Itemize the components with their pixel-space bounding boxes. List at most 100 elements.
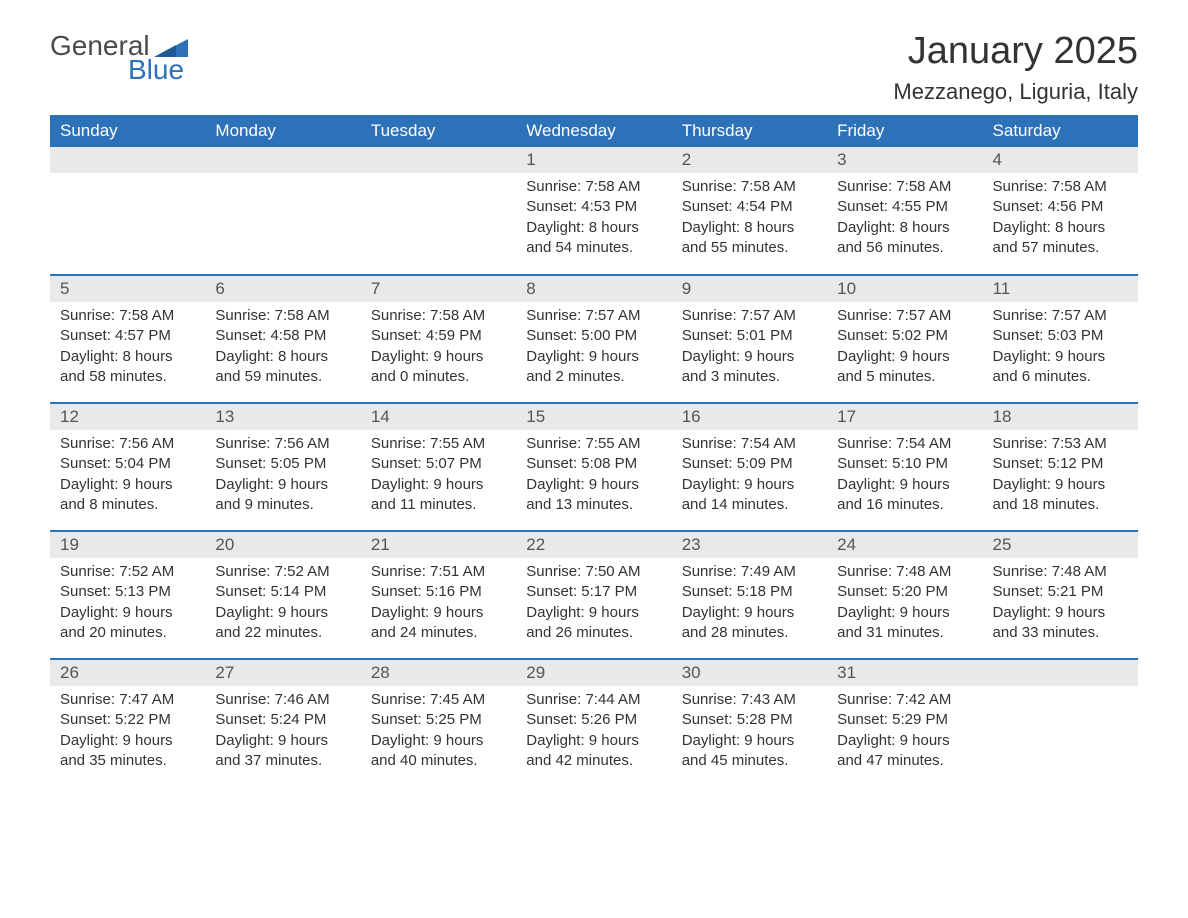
day-details: Sunrise: 7:57 AMSunset: 5:02 PMDaylight:… <box>827 302 982 395</box>
calendar-day-cell: 11Sunrise: 7:57 AMSunset: 5:03 PMDayligh… <box>983 275 1138 403</box>
day-details: Sunrise: 7:55 AMSunset: 5:08 PMDaylight:… <box>516 430 671 523</box>
calendar-day-cell: 27Sunrise: 7:46 AMSunset: 5:24 PMDayligh… <box>205 659 360 787</box>
calendar-day-cell: 2Sunrise: 7:58 AMSunset: 4:54 PMDaylight… <box>672 147 827 275</box>
calendar-day-cell: 10Sunrise: 7:57 AMSunset: 5:02 PMDayligh… <box>827 275 982 403</box>
calendar-day-cell: 23Sunrise: 7:49 AMSunset: 5:18 PMDayligh… <box>672 531 827 659</box>
day-details: Sunrise: 7:42 AMSunset: 5:29 PMDaylight:… <box>827 686 982 779</box>
day-details: Sunrise: 7:58 AMSunset: 4:53 PMDaylight:… <box>516 173 671 266</box>
calendar-day-cell: 6Sunrise: 7:58 AMSunset: 4:58 PMDaylight… <box>205 275 360 403</box>
weekday-header: Wednesday <box>516 115 671 147</box>
logo-text-blue: Blue <box>128 54 184 86</box>
day-details: Sunrise: 7:58 AMSunset: 4:57 PMDaylight:… <box>50 302 205 395</box>
calendar-day-cell: 30Sunrise: 7:43 AMSunset: 5:28 PMDayligh… <box>672 659 827 787</box>
weekday-header: Friday <box>827 115 982 147</box>
location: Mezzanego, Liguria, Italy <box>893 79 1138 105</box>
calendar-week-row: 26Sunrise: 7:47 AMSunset: 5:22 PMDayligh… <box>50 659 1138 787</box>
day-number: 6 <box>205 276 360 302</box>
day-details: Sunrise: 7:53 AMSunset: 5:12 PMDaylight:… <box>983 430 1138 523</box>
month-title: January 2025 <box>893 30 1138 73</box>
day-details: Sunrise: 7:48 AMSunset: 5:20 PMDaylight:… <box>827 558 982 651</box>
calendar-day-cell: 14Sunrise: 7:55 AMSunset: 5:07 PMDayligh… <box>361 403 516 531</box>
day-details: Sunrise: 7:58 AMSunset: 4:56 PMDaylight:… <box>983 173 1138 266</box>
calendar-day-cell: 1Sunrise: 7:58 AMSunset: 4:53 PMDaylight… <box>516 147 671 275</box>
day-number: 28 <box>361 660 516 686</box>
day-number: 12 <box>50 404 205 430</box>
day-number <box>361 147 516 173</box>
calendar-week-row: 12Sunrise: 7:56 AMSunset: 5:04 PMDayligh… <box>50 403 1138 531</box>
weekday-header: Tuesday <box>361 115 516 147</box>
day-number: 31 <box>827 660 982 686</box>
day-details: Sunrise: 7:43 AMSunset: 5:28 PMDaylight:… <box>672 686 827 779</box>
day-number: 1 <box>516 147 671 173</box>
calendar-day-cell: 29Sunrise: 7:44 AMSunset: 5:26 PMDayligh… <box>516 659 671 787</box>
day-number: 3 <box>827 147 982 173</box>
day-number: 13 <box>205 404 360 430</box>
calendar-head: SundayMondayTuesdayWednesdayThursdayFrid… <box>50 115 1138 147</box>
day-details: Sunrise: 7:57 AMSunset: 5:00 PMDaylight:… <box>516 302 671 395</box>
header: General Blue January 2025 Mezzanego, Lig… <box>50 30 1138 105</box>
calendar-day-cell: 13Sunrise: 7:56 AMSunset: 5:05 PMDayligh… <box>205 403 360 531</box>
calendar-week-row: 1Sunrise: 7:58 AMSunset: 4:53 PMDaylight… <box>50 147 1138 275</box>
calendar-day-cell: 22Sunrise: 7:50 AMSunset: 5:17 PMDayligh… <box>516 531 671 659</box>
day-details: Sunrise: 7:58 AMSunset: 4:55 PMDaylight:… <box>827 173 982 266</box>
day-number: 20 <box>205 532 360 558</box>
logo: General Blue <box>50 30 188 86</box>
day-details: Sunrise: 7:57 AMSunset: 5:03 PMDaylight:… <box>983 302 1138 395</box>
day-number: 5 <box>50 276 205 302</box>
calendar-day-cell <box>50 147 205 275</box>
day-number: 24 <box>827 532 982 558</box>
day-number: 8 <box>516 276 671 302</box>
day-number: 19 <box>50 532 205 558</box>
day-details: Sunrise: 7:52 AMSunset: 5:13 PMDaylight:… <box>50 558 205 651</box>
day-number: 21 <box>361 532 516 558</box>
calendar-day-cell: 20Sunrise: 7:52 AMSunset: 5:14 PMDayligh… <box>205 531 360 659</box>
day-details: Sunrise: 7:57 AMSunset: 5:01 PMDaylight:… <box>672 302 827 395</box>
calendar-day-cell: 28Sunrise: 7:45 AMSunset: 5:25 PMDayligh… <box>361 659 516 787</box>
calendar-day-cell: 31Sunrise: 7:42 AMSunset: 5:29 PMDayligh… <box>827 659 982 787</box>
day-details: Sunrise: 7:46 AMSunset: 5:24 PMDaylight:… <box>205 686 360 779</box>
calendar-day-cell: 16Sunrise: 7:54 AMSunset: 5:09 PMDayligh… <box>672 403 827 531</box>
day-number <box>50 147 205 173</box>
day-number: 29 <box>516 660 671 686</box>
calendar-day-cell <box>361 147 516 275</box>
day-number <box>205 147 360 173</box>
day-details: Sunrise: 7:58 AMSunset: 4:59 PMDaylight:… <box>361 302 516 395</box>
day-number: 26 <box>50 660 205 686</box>
day-number: 16 <box>672 404 827 430</box>
calendar-body: 1Sunrise: 7:58 AMSunset: 4:53 PMDaylight… <box>50 147 1138 787</box>
day-number: 2 <box>672 147 827 173</box>
title-block: January 2025 Mezzanego, Liguria, Italy <box>893 30 1138 105</box>
day-details: Sunrise: 7:47 AMSunset: 5:22 PMDaylight:… <box>50 686 205 779</box>
day-number: 30 <box>672 660 827 686</box>
calendar-day-cell: 19Sunrise: 7:52 AMSunset: 5:13 PMDayligh… <box>50 531 205 659</box>
day-details: Sunrise: 7:56 AMSunset: 5:04 PMDaylight:… <box>50 430 205 523</box>
day-details: Sunrise: 7:52 AMSunset: 5:14 PMDaylight:… <box>205 558 360 651</box>
day-number: 15 <box>516 404 671 430</box>
day-number: 22 <box>516 532 671 558</box>
calendar-day-cell: 12Sunrise: 7:56 AMSunset: 5:04 PMDayligh… <box>50 403 205 531</box>
calendar-day-cell: 17Sunrise: 7:54 AMSunset: 5:10 PMDayligh… <box>827 403 982 531</box>
day-details: Sunrise: 7:55 AMSunset: 5:07 PMDaylight:… <box>361 430 516 523</box>
calendar-week-row: 19Sunrise: 7:52 AMSunset: 5:13 PMDayligh… <box>50 531 1138 659</box>
day-number: 23 <box>672 532 827 558</box>
calendar-day-cell <box>205 147 360 275</box>
calendar-day-cell: 4Sunrise: 7:58 AMSunset: 4:56 PMDaylight… <box>983 147 1138 275</box>
day-number: 9 <box>672 276 827 302</box>
day-details: Sunrise: 7:54 AMSunset: 5:10 PMDaylight:… <box>827 430 982 523</box>
day-details: Sunrise: 7:58 AMSunset: 4:58 PMDaylight:… <box>205 302 360 395</box>
day-number: 18 <box>983 404 1138 430</box>
calendar-day-cell: 7Sunrise: 7:58 AMSunset: 4:59 PMDaylight… <box>361 275 516 403</box>
calendar-day-cell: 8Sunrise: 7:57 AMSunset: 5:00 PMDaylight… <box>516 275 671 403</box>
day-details: Sunrise: 7:48 AMSunset: 5:21 PMDaylight:… <box>983 558 1138 651</box>
calendar-day-cell: 21Sunrise: 7:51 AMSunset: 5:16 PMDayligh… <box>361 531 516 659</box>
day-details: Sunrise: 7:49 AMSunset: 5:18 PMDaylight:… <box>672 558 827 651</box>
calendar-day-cell: 26Sunrise: 7:47 AMSunset: 5:22 PMDayligh… <box>50 659 205 787</box>
day-number: 10 <box>827 276 982 302</box>
calendar-week-row: 5Sunrise: 7:58 AMSunset: 4:57 PMDaylight… <box>50 275 1138 403</box>
day-details: Sunrise: 7:56 AMSunset: 5:05 PMDaylight:… <box>205 430 360 523</box>
day-number: 4 <box>983 147 1138 173</box>
day-details: Sunrise: 7:45 AMSunset: 5:25 PMDaylight:… <box>361 686 516 779</box>
day-details: Sunrise: 7:54 AMSunset: 5:09 PMDaylight:… <box>672 430 827 523</box>
weekday-row: SundayMondayTuesdayWednesdayThursdayFrid… <box>50 115 1138 147</box>
day-details: Sunrise: 7:51 AMSunset: 5:16 PMDaylight:… <box>361 558 516 651</box>
